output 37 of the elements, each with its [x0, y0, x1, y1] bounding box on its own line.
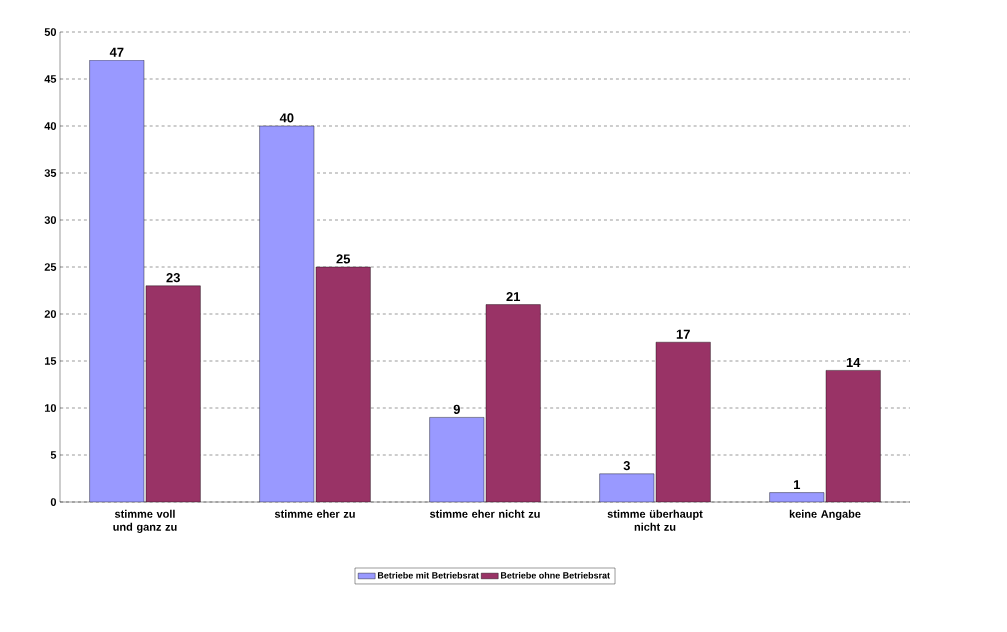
x-tick-label: stimme eher zu	[274, 509, 355, 518]
bar	[599, 473, 655, 502]
y-tick-label: 50	[44, 28, 57, 36]
data-label: 1	[794, 480, 801, 490]
bar	[316, 267, 371, 502]
bar	[486, 304, 541, 502]
y-tick-label: 40	[44, 122, 57, 130]
bar	[89, 60, 144, 502]
data-label: 21	[506, 292, 521, 302]
bar	[656, 342, 711, 502]
bar	[146, 285, 201, 502]
data-label: 17	[676, 329, 690, 339]
data-label: 3	[623, 461, 630, 471]
y-tick-label: 20	[44, 310, 57, 318]
y-tick-label: 0	[50, 498, 57, 506]
legend-label: Betriebe mit Betriebsrat	[377, 571, 479, 579]
data-label: 25	[336, 254, 351, 264]
bar	[429, 417, 485, 502]
data-label: 9	[453, 404, 460, 414]
x-tick-label: stimme voll und ganz zu	[113, 509, 177, 533]
y-tick-label: 35	[44, 169, 57, 177]
x-tick-label: stimme eher nicht zu	[429, 509, 540, 518]
y-tick-label: 10	[44, 404, 57, 412]
data-label: 14	[846, 357, 861, 367]
data-label: 47	[109, 47, 124, 57]
y-tick-label: 15	[44, 357, 57, 365]
data-label: 40	[279, 113, 294, 123]
y-tick-label: 45	[44, 75, 57, 83]
y-tick-label: 30	[44, 216, 57, 224]
data-label: 23	[166, 273, 180, 283]
x-tick-label: keine Angabe	[789, 509, 861, 521]
bar	[259, 126, 315, 502]
x-tick-label: stimme überhaupt nicht zu	[607, 509, 703, 531]
bar	[825, 370, 881, 502]
legend-label: Betriebe ohne Betriebsrat	[501, 571, 610, 579]
y-tick-label: 25	[44, 263, 57, 271]
y-tick-label: 5	[50, 451, 57, 459]
